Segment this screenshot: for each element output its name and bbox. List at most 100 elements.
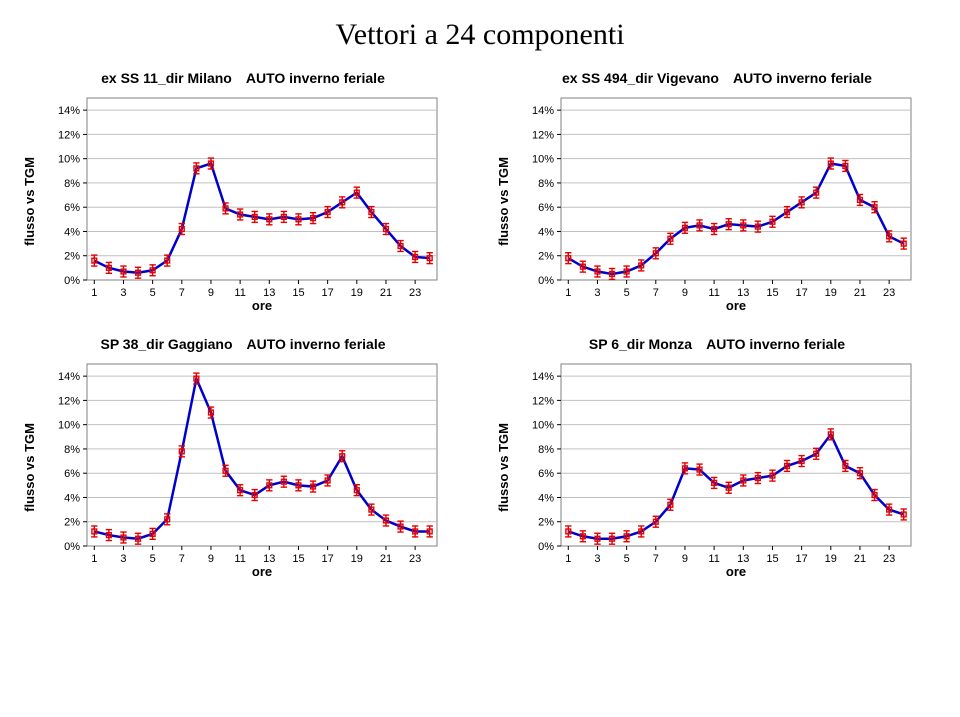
chart-title: ex SS 494_dir Vigevano AUTO inverno feria… [494, 70, 940, 86]
y-tick-label: 14% [532, 371, 554, 383]
y-tick-label: 14% [58, 371, 80, 383]
chart-title-b: AUTO inverno feriale [733, 70, 872, 86]
x-tick-label: 23 [883, 287, 895, 299]
x-tick-label: 9 [682, 287, 688, 299]
x-tick-label: 3 [594, 553, 600, 565]
x-tick-label: 21 [380, 553, 392, 565]
chart-title-b: AUTO inverno feriale [247, 336, 386, 352]
page-title: Vettori a 24 componenti [20, 18, 940, 52]
y-tick-label: 6% [64, 202, 80, 214]
y-axis-label: flusso vs TGM [20, 157, 39, 246]
y-tick-label: 8% [538, 444, 554, 456]
x-tick-label: 5 [150, 287, 156, 299]
x-tick-label: 7 [179, 287, 185, 299]
chart-title-a: ex SS 494_dir Vigevano [562, 70, 719, 86]
x-tick-label: 17 [796, 553, 808, 565]
x-axis-label: ore [726, 298, 746, 312]
chart-panel: SP 38_dir Gaggiano AUTO inverno feriale fl… [20, 336, 466, 578]
x-tick-label: 9 [682, 553, 688, 565]
x-tick-label: 3 [120, 287, 126, 299]
x-tick-label: 7 [653, 287, 659, 299]
chart-title: ex SS 11_dir Milano AUTO inverno feriale [20, 70, 466, 86]
chart-svg: 0%2%4%6%8%10%12%14%1357911131517192123or… [513, 90, 921, 312]
y-tick-label: 10% [532, 420, 554, 432]
x-tick-label: 21 [380, 287, 392, 299]
x-tick-label: 5 [624, 553, 630, 565]
x-tick-label: 21 [854, 287, 866, 299]
y-tick-label: 12% [532, 129, 554, 141]
chart-title-a: ex SS 11_dir Milano [101, 70, 232, 86]
x-tick-label: 19 [351, 287, 363, 299]
chart-title-b: AUTO inverno feriale [246, 70, 385, 86]
y-tick-label: 2% [538, 517, 554, 529]
chart-panel: ex SS 11_dir Milano AUTO inverno feriale f… [20, 70, 466, 312]
y-tick-label: 8% [64, 444, 80, 456]
y-tick-label: 12% [58, 129, 80, 141]
y-tick-label: 4% [538, 226, 554, 238]
y-tick-label: 2% [538, 251, 554, 263]
chart-title-a: SP 38_dir Gaggiano [100, 336, 232, 352]
chart-panel: ex SS 494_dir Vigevano AUTO inverno feria… [494, 70, 940, 312]
y-tick-label: 0% [64, 541, 80, 553]
x-tick-label: 23 [883, 553, 895, 565]
y-tick-label: 8% [64, 178, 80, 190]
x-tick-label: 19 [825, 287, 837, 299]
x-tick-label: 1 [91, 287, 97, 299]
y-tick-label: 10% [58, 420, 80, 432]
y-tick-label: 2% [64, 251, 80, 263]
x-tick-label: 15 [766, 553, 778, 565]
y-tick-label: 6% [64, 468, 80, 480]
y-tick-label: 10% [58, 154, 80, 166]
x-tick-label: 11 [708, 553, 719, 565]
chart-title-a: SP 6_dir Monza [589, 336, 692, 352]
x-tick-label: 15 [292, 553, 304, 565]
y-tick-label: 2% [64, 517, 80, 529]
chart-title-b: AUTO inverno feriale [706, 336, 845, 352]
y-tick-label: 14% [532, 105, 554, 117]
chart-title: SP 38_dir Gaggiano AUTO inverno feriale [20, 336, 466, 352]
x-tick-label: 1 [565, 287, 571, 299]
x-tick-label: 19 [825, 553, 837, 565]
x-tick-label: 9 [208, 553, 214, 565]
chart-svg: 0%2%4%6%8%10%12%14%1357911131517192123or… [39, 356, 447, 578]
y-tick-label: 4% [538, 492, 554, 504]
y-axis-label: flusso vs TGM [494, 423, 513, 512]
y-tick-label: 14% [58, 105, 80, 117]
x-tick-label: 11 [234, 287, 245, 299]
chart-grid: ex SS 11_dir Milano AUTO inverno feriale f… [20, 70, 940, 578]
y-tick-label: 12% [58, 395, 80, 407]
x-tick-label: 7 [179, 553, 185, 565]
chart-panel: SP 6_dir Monza AUTO inverno feriale flusso… [494, 336, 940, 578]
y-tick-label: 6% [538, 468, 554, 480]
x-tick-label: 17 [796, 287, 808, 299]
y-tick-label: 0% [64, 275, 80, 287]
x-tick-label: 3 [594, 287, 600, 299]
y-tick-label: 8% [538, 178, 554, 190]
chart-svg: 0%2%4%6%8%10%12%14%1357911131517192123or… [39, 90, 447, 312]
y-axis-label: flusso vs TGM [494, 157, 513, 246]
y-axis-label: flusso vs TGM [20, 423, 39, 512]
x-tick-label: 11 [234, 553, 245, 565]
chart-title: SP 6_dir Monza AUTO inverno feriale [494, 336, 940, 352]
x-tick-label: 1 [565, 553, 571, 565]
y-tick-label: 4% [64, 492, 80, 504]
chart-svg: 0%2%4%6%8%10%12%14%1357911131517192123or… [513, 356, 921, 578]
x-tick-label: 17 [322, 553, 334, 565]
x-axis-label: ore [252, 298, 272, 312]
y-tick-label: 10% [532, 154, 554, 166]
x-tick-label: 19 [351, 553, 363, 565]
y-tick-label: 12% [532, 395, 554, 407]
x-tick-label: 5 [624, 287, 630, 299]
y-tick-label: 6% [538, 202, 554, 214]
x-tick-label: 9 [208, 287, 214, 299]
x-tick-label: 21 [854, 553, 866, 565]
x-axis-label: ore [252, 564, 272, 578]
y-tick-label: 0% [538, 541, 554, 553]
x-tick-label: 23 [409, 553, 421, 565]
x-tick-label: 17 [322, 287, 334, 299]
x-tick-label: 5 [150, 553, 156, 565]
y-tick-label: 0% [538, 275, 554, 287]
x-tick-label: 15 [766, 287, 778, 299]
x-axis-label: ore [726, 564, 746, 578]
x-tick-label: 1 [91, 553, 97, 565]
